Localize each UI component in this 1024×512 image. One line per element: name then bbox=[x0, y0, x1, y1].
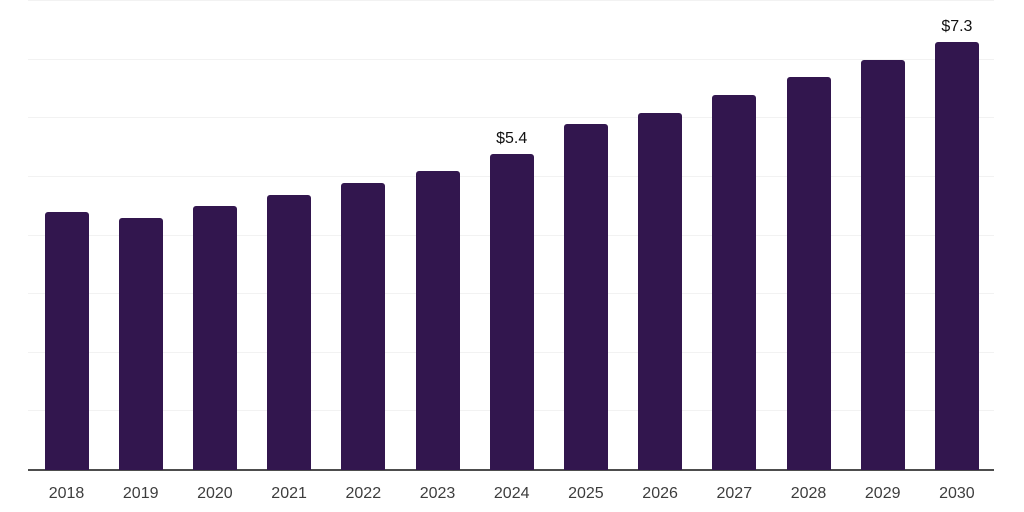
x-tick-label-2029: 2029 bbox=[864, 485, 901, 502]
bar-2022 bbox=[341, 182, 386, 470]
data-label-2024: $5.4 bbox=[496, 129, 528, 147]
bar-2019 bbox=[118, 218, 163, 470]
x-tick-label-2023: 2023 bbox=[419, 485, 456, 502]
x-axis-line bbox=[28, 469, 994, 471]
x-tick-label-2028: 2028 bbox=[790, 485, 827, 502]
x-tick-label-2018: 2018 bbox=[48, 485, 85, 502]
bar-2027 bbox=[712, 94, 757, 470]
x-tick-label-2024: 2024 bbox=[493, 485, 530, 502]
bar-2030 bbox=[934, 42, 979, 470]
gridline-8 bbox=[28, 0, 994, 1]
x-tick-label-2025: 2025 bbox=[568, 485, 604, 502]
x-tick-label-2027: 2027 bbox=[716, 485, 753, 502]
gridline-6 bbox=[28, 117, 994, 118]
bar-2020 bbox=[192, 206, 237, 470]
gridline-7 bbox=[28, 59, 994, 60]
bar-2029 bbox=[860, 59, 905, 470]
x-tick-label-2022: 2022 bbox=[345, 485, 382, 502]
bar-2023 bbox=[415, 171, 460, 470]
bar-2021 bbox=[267, 194, 312, 470]
bar-2024 bbox=[489, 153, 534, 470]
bar-2025 bbox=[563, 124, 608, 470]
x-tick-label-2021: 2021 bbox=[271, 485, 307, 502]
data-label-2030: $7.3 bbox=[941, 18, 973, 36]
x-tick-label-2020: 2020 bbox=[197, 485, 233, 502]
bar-2028 bbox=[786, 77, 831, 470]
bar-2018 bbox=[44, 212, 89, 470]
x-tick-label-2019: 2019 bbox=[122, 485, 159, 502]
x-tick-label-2030: 2030 bbox=[939, 485, 975, 502]
bar-2026 bbox=[638, 112, 683, 470]
x-tick-label-2026: 2026 bbox=[642, 485, 678, 502]
